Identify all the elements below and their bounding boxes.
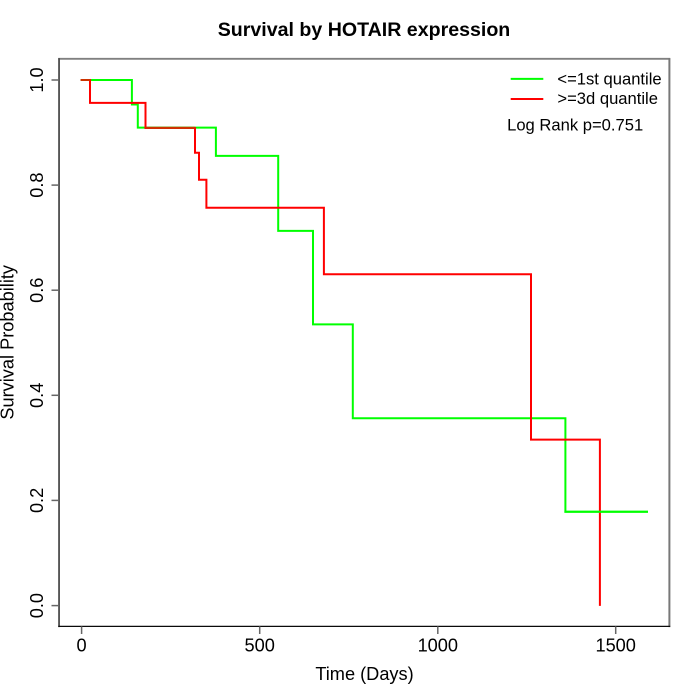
svg-text:0: 0 — [77, 636, 87, 656]
svg-text:0.8: 0.8 — [27, 172, 47, 197]
svg-text:Survival by HOTAIR expression: Survival by HOTAIR expression — [218, 19, 511, 41]
svg-text:0.0: 0.0 — [27, 593, 47, 618]
svg-text:1500: 1500 — [595, 636, 635, 656]
svg-text:<=1st quantile: <=1st quantile — [557, 70, 661, 89]
svg-text:1.0: 1.0 — [27, 67, 47, 92]
svg-text:Time (Days): Time (Days) — [315, 664, 413, 684]
svg-text:0.4: 0.4 — [27, 383, 47, 408]
svg-text:0.6: 0.6 — [27, 278, 47, 303]
svg-text:Log Rank p=0.751: Log Rank p=0.751 — [507, 116, 643, 135]
svg-text:0.2: 0.2 — [27, 488, 47, 513]
svg-text:>=3d quantile: >=3d quantile — [557, 89, 658, 108]
svg-text:Survival Probability: Survival Probability — [0, 264, 18, 420]
svg-text:1000: 1000 — [418, 636, 458, 656]
svg-text:500: 500 — [245, 636, 275, 656]
